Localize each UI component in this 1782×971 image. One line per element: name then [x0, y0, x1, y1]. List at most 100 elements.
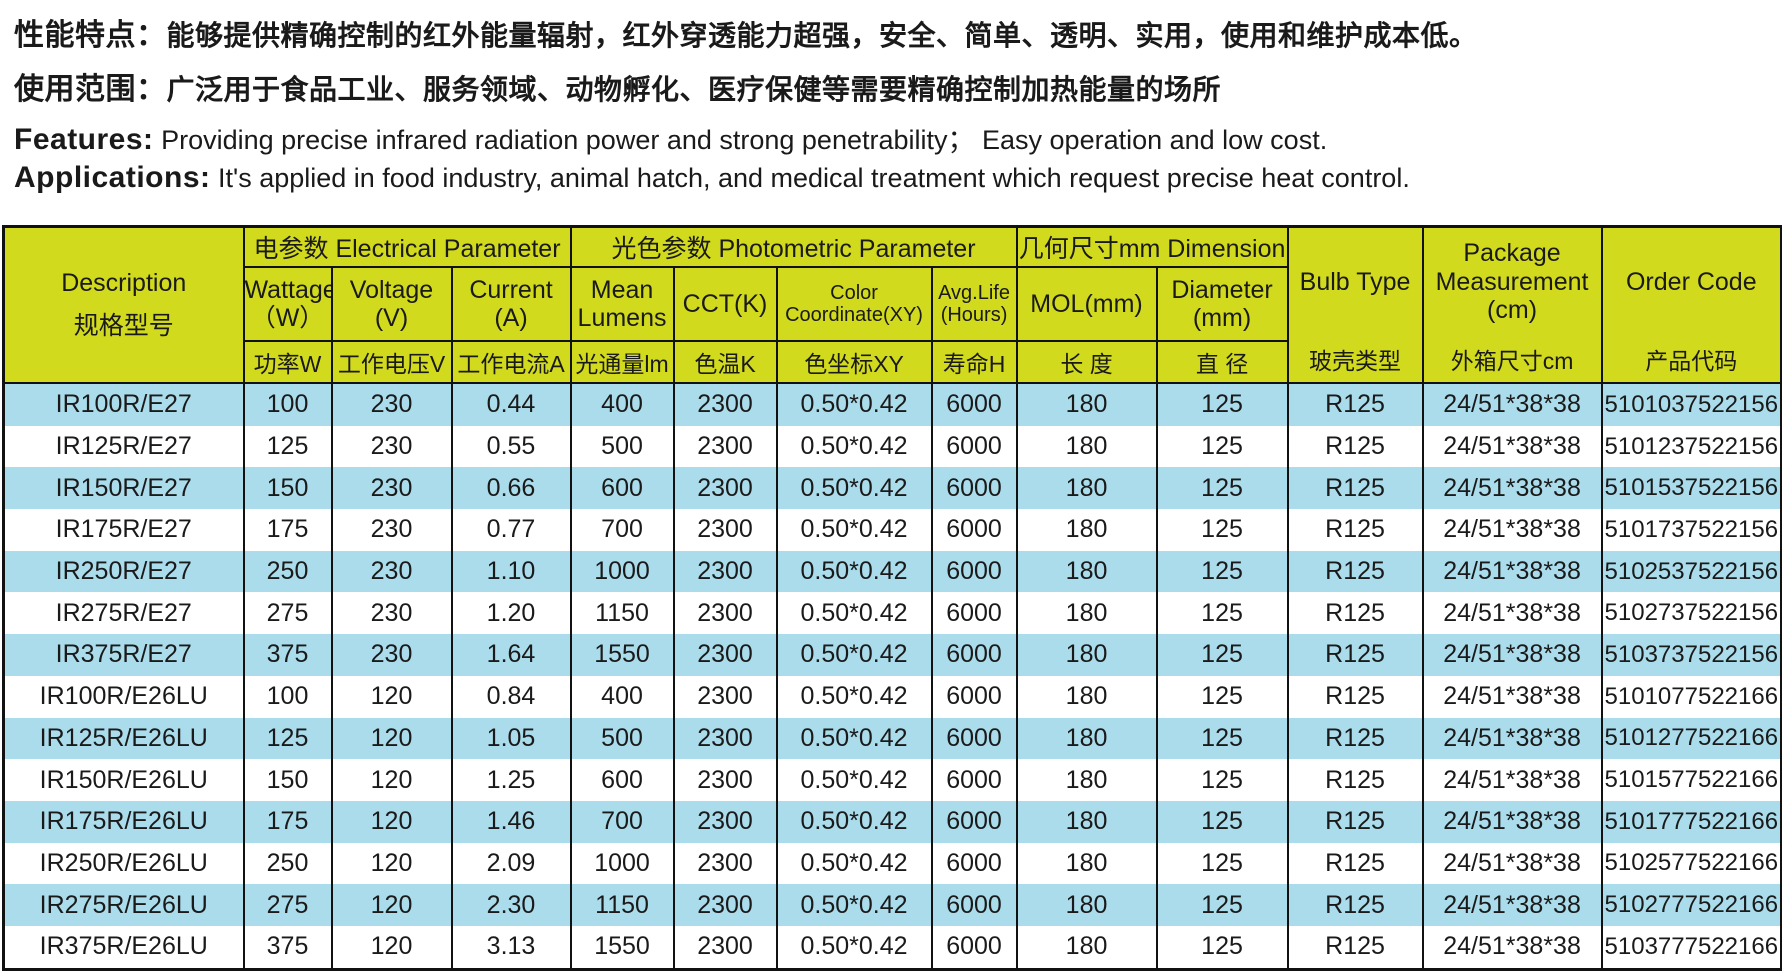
cell-current: 1.25	[450, 759, 572, 801]
cell-diameter: 125	[1155, 925, 1289, 970]
header-order-code: Order Code 产品代码	[1600, 225, 1782, 384]
cell-diameter: 125	[1155, 383, 1289, 426]
cell-mol: 180	[1015, 884, 1158, 926]
cell-order: 5102737522156	[1600, 592, 1782, 635]
header-package: Package Measurement (cm) 外箱尺寸cm	[1421, 225, 1603, 384]
cell-voltage: 230	[330, 467, 453, 510]
cell-order: 5103777522166	[1600, 925, 1782, 970]
cell-bulb: R125	[1286, 592, 1424, 635]
cell-mol: 180	[1015, 842, 1158, 885]
cell-cct: 2300	[672, 759, 778, 801]
cell-diameter: 125	[1155, 509, 1289, 551]
cell-mol: 180	[1015, 592, 1158, 635]
cell-mol: 180	[1015, 550, 1158, 593]
cell-bulb: R125	[1286, 425, 1424, 468]
cell-order: 5102777522166	[1600, 884, 1782, 926]
table-row: IR150R/E26LU 150 120 1.25 600 2300 0.50*0.42 60…	[2, 759, 1782, 801]
cell-order: 5101037522156	[1600, 383, 1782, 426]
cell-cct: 2300	[672, 425, 778, 468]
cell-package: 24/51*38*38	[1421, 842, 1603, 885]
table-row: IR250R/E27 250 230 1.10 1000 2300 0.50*0.42 600…	[2, 550, 1782, 593]
cell-diameter: 125	[1155, 592, 1289, 635]
cell-lumens: 1000	[569, 550, 675, 593]
cell-order: 5101577522166	[1600, 759, 1782, 801]
intro-section: 性能特点：能够提供精确控制的红外能量辐射，红外穿透能力超强，安全、简单、透明、实…	[0, 0, 1782, 195]
cell-description: IR125R/E26LU	[2, 717, 245, 760]
header-lumens-en: Mean Lumens	[569, 266, 675, 342]
cell-voltage: 230	[330, 550, 453, 593]
cell-life: 6000	[930, 759, 1018, 801]
cell-lumens: 700	[569, 509, 675, 551]
cell-description: IR150R/E26LU	[2, 759, 245, 801]
cell-cct: 2300	[672, 509, 778, 551]
cell-description: IR100R/E26LU	[2, 675, 245, 718]
cell-lumens: 400	[569, 675, 675, 718]
cell-voltage: 120	[330, 759, 453, 801]
cell-bulb: R125	[1286, 759, 1424, 801]
table-row: IR175R/E27 175 230 0.77 700 2300 0.50*0.42 6000…	[2, 509, 1782, 551]
cell-cct: 2300	[672, 675, 778, 718]
cell-cct: 2300	[672, 592, 778, 635]
cell-cct: 2300	[672, 717, 778, 760]
applications-line-cn: 使用范围：广泛用于食品工业、服务领域、动物孵化、医疗保健等需要精确控制加热能量的…	[14, 64, 1782, 108]
header-voltage-cn: 工作电压V	[330, 340, 453, 384]
cell-voltage: 120	[330, 925, 453, 970]
cell-wattage: 150	[242, 467, 333, 510]
cell-current: 1.64	[450, 634, 572, 676]
header-coord-en: Color Coordinate(XY)	[775, 266, 933, 342]
cell-package: 24/51*38*38	[1421, 425, 1603, 468]
applications-label-cn: 使用范围：	[14, 73, 167, 106]
header-cct-cn: 色温K	[672, 340, 778, 384]
header-bulb-type-en: Bulb Type	[1299, 267, 1411, 296]
cell-current: 0.77	[450, 509, 572, 551]
header-wattage-cn: 功率W	[242, 340, 333, 384]
header-coord-cn: 色坐标XY	[775, 340, 933, 384]
cell-lumens: 600	[569, 759, 675, 801]
header-wattage-en: Wattage （W）	[242, 266, 333, 342]
header-voltage-en: Voltage (V)	[330, 266, 453, 342]
cell-diameter: 125	[1155, 759, 1289, 801]
cell-lumens: 1550	[569, 634, 675, 676]
cell-mol: 180	[1015, 925, 1158, 970]
cell-description: IR175R/E27	[2, 509, 245, 551]
features-label-cn: 性能特点：	[14, 19, 167, 52]
cell-life: 6000	[930, 800, 1018, 843]
cell-current: 1.20	[450, 592, 572, 635]
cell-package: 24/51*38*38	[1421, 675, 1603, 718]
cell-life: 6000	[930, 550, 1018, 593]
cell-diameter: 125	[1155, 675, 1289, 718]
cell-current: 0.44	[450, 383, 572, 426]
cell-wattage: 375	[242, 634, 333, 676]
cell-voltage: 230	[330, 383, 453, 426]
cell-package: 24/51*38*38	[1421, 509, 1603, 551]
cell-cct: 2300	[672, 550, 778, 593]
cell-description: IR150R/E27	[2, 467, 245, 510]
cell-mol: 180	[1015, 717, 1158, 760]
cell-diameter: 125	[1155, 634, 1289, 676]
cell-wattage: 250	[242, 842, 333, 885]
cell-description: IR100R/E27	[2, 383, 245, 426]
cell-lumens: 1000	[569, 842, 675, 885]
cell-bulb: R125	[1286, 550, 1424, 593]
cell-life: 6000	[930, 925, 1018, 970]
cell-order: 5101777522166	[1600, 800, 1782, 843]
header-mol-en: MOL(mm)	[1015, 266, 1158, 342]
cell-cct: 2300	[672, 383, 778, 426]
cell-life: 6000	[930, 425, 1018, 468]
table-row: IR100R/E27 100 230 0.44 400 2300 0.50*0.42 6000…	[2, 383, 1782, 426]
cell-cct: 2300	[672, 842, 778, 885]
cell-coord: 0.50*0.42	[775, 759, 933, 801]
cell-mol: 180	[1015, 800, 1158, 843]
header-group-photometric: 光色参数 Photometric Parameter	[569, 225, 1018, 268]
cell-diameter: 125	[1155, 467, 1289, 510]
cell-mol: 180	[1015, 425, 1158, 468]
cell-wattage: 175	[242, 509, 333, 551]
applications-line-en: Applications: It's applied in food indus…	[14, 161, 1782, 195]
cell-diameter: 125	[1155, 884, 1289, 926]
table-row: IR125R/E27 125 230 0.55 500 2300 0.50*0.42 6000…	[2, 425, 1782, 468]
cell-lumens: 500	[569, 717, 675, 760]
cell-order: 5101537522156	[1600, 467, 1782, 510]
cell-voltage: 120	[330, 884, 453, 926]
cell-diameter: 125	[1155, 800, 1289, 843]
cell-diameter: 125	[1155, 842, 1289, 885]
